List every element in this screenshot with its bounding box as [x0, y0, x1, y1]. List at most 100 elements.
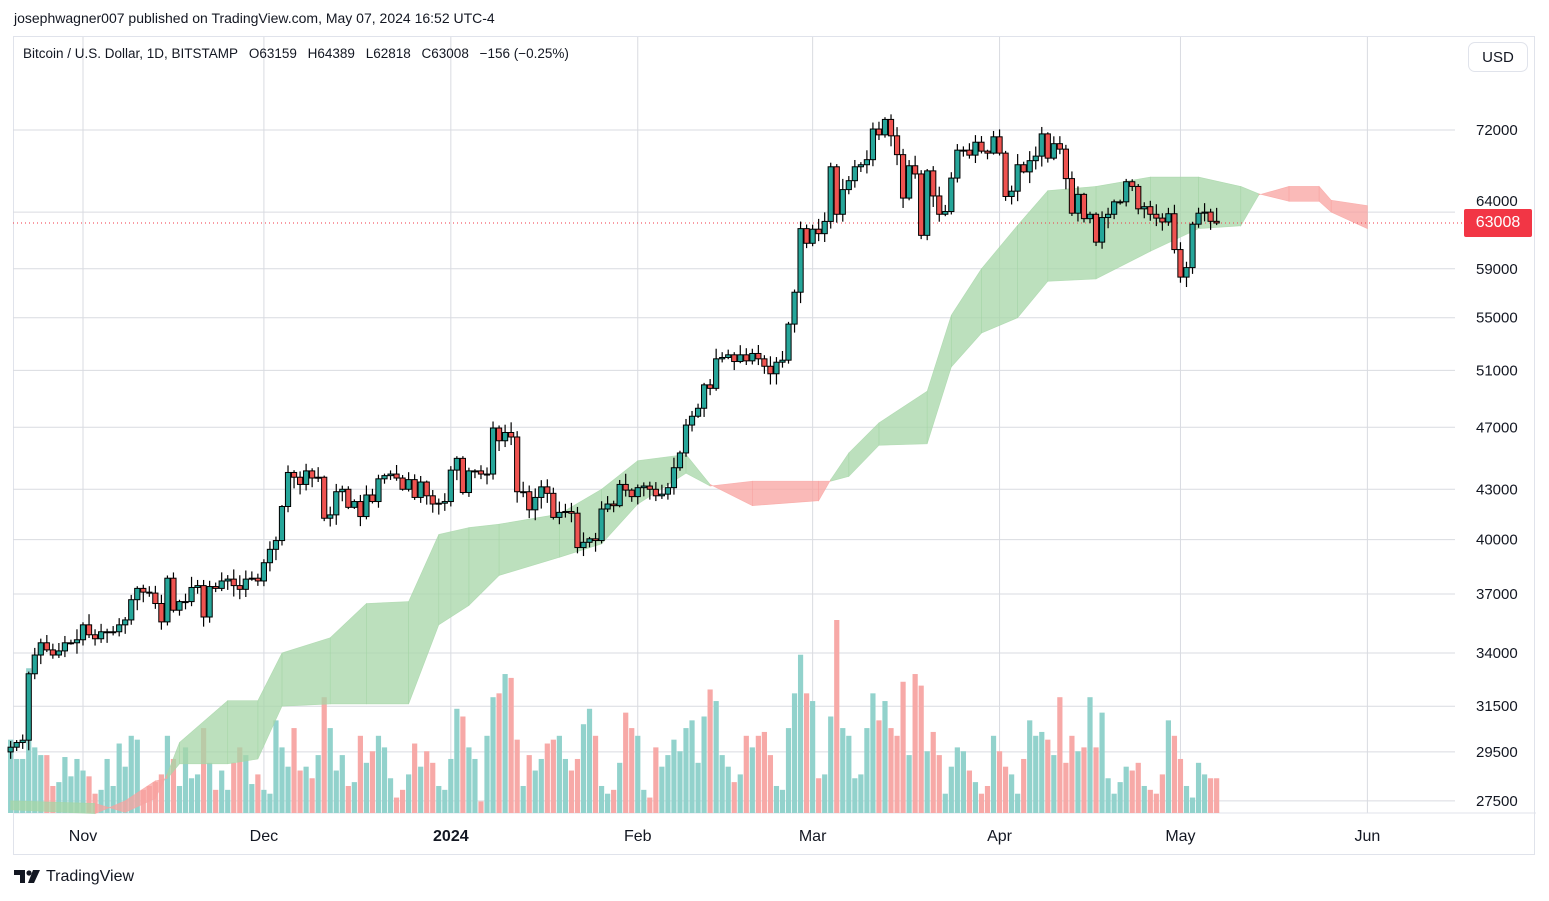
candle-up [333, 491, 340, 516]
volume-bar [1057, 697, 1063, 813]
candle-up [640, 485, 647, 489]
candle-up [224, 578, 231, 582]
open-value: O63159 [248, 46, 297, 61]
volume-bar [755, 735, 761, 813]
volume-bar [194, 774, 201, 813]
volume-bar [888, 728, 894, 813]
candle-up [1195, 212, 1202, 225]
volume-bar [345, 785, 351, 813]
volume-bar [80, 770, 86, 813]
candle-up [1086, 213, 1094, 220]
candle-down [707, 384, 714, 389]
symbol-legend: Bitcoin / U.S. Dollar, 1D, BITSTAMP O631… [23, 46, 576, 61]
candle-down [514, 436, 521, 493]
candle-up [869, 128, 877, 161]
candle-down [1002, 152, 1009, 197]
candle-up [827, 166, 834, 222]
candle-down [1068, 178, 1076, 214]
volume-bar [1195, 762, 1202, 813]
candle-up [688, 415, 696, 426]
candle-up [351, 501, 358, 508]
volume-bar [810, 701, 816, 813]
volume-bar [243, 755, 249, 813]
time-axis[interactable]: Nov Dec 2024 Feb Mar Apr May Jun [69, 828, 1381, 845]
volume-bar [315, 755, 321, 813]
volume-bar [737, 774, 743, 813]
currency-button[interactable]: USD [1468, 42, 1528, 72]
candle-down [1044, 133, 1051, 159]
candle-down [399, 477, 406, 490]
candle-up [616, 483, 623, 507]
volume-bar [864, 728, 870, 813]
candle-up [924, 170, 931, 236]
candle-down [393, 473, 400, 479]
last-price-label: 63008 [1464, 209, 1532, 237]
volume-bar [725, 766, 731, 813]
volume-bar [514, 739, 520, 813]
volume-bar [1093, 747, 1099, 813]
volume-bar [1183, 785, 1190, 813]
volume-bar [623, 712, 629, 813]
price-tick-label: 37000 [1476, 586, 1518, 603]
volume-bar [170, 758, 177, 813]
volume-bar [1027, 720, 1033, 813]
candle-up [1098, 217, 1106, 243]
candle-up [586, 538, 593, 543]
candle-up [1165, 213, 1172, 223]
volume-bar [773, 785, 780, 813]
candle-up [272, 540, 280, 550]
candle-down [43, 642, 50, 651]
candle-up [79, 624, 87, 641]
symbol-name[interactable]: Bitcoin / U.S. Dollar, 1D, BITSTAMP [23, 46, 239, 61]
candle-down [833, 166, 840, 215]
candle-down [254, 577, 261, 582]
candle-up [562, 511, 569, 514]
price-tick-label: 55000 [1476, 310, 1518, 327]
candle-up [206, 586, 213, 618]
volume-bar [207, 762, 213, 813]
volume-bar [791, 693, 798, 813]
volume-bar [412, 743, 418, 813]
cloud-segment-bullish [179, 700, 229, 765]
cloud-segment-bullish [830, 451, 850, 482]
candle-up [303, 470, 310, 485]
volume-bar [797, 654, 804, 813]
price-axis[interactable]: 72000 64000 59000 55000 51000 47000 43000 40000… [1476, 122, 1518, 810]
volume-bar [779, 789, 786, 813]
candle-down [803, 228, 810, 244]
footer-brand: TradingView [46, 868, 135, 885]
cloud-segment-bullish [878, 390, 928, 446]
volume-bar [629, 728, 635, 813]
candle-up [19, 739, 26, 744]
candle-up [218, 580, 225, 589]
volume-bar [122, 766, 128, 813]
tradingview-logo[interactable]: TradingView [14, 868, 134, 886]
volume-bar [1002, 766, 1009, 813]
candle-up [1008, 190, 1015, 197]
volume-bar [442, 789, 448, 813]
candle-down [158, 603, 165, 623]
price-tick-label: 47000 [1476, 419, 1518, 436]
candle-down [85, 624, 93, 636]
volume-bar [20, 758, 26, 813]
volume-bar [1153, 793, 1159, 813]
volume-bar [158, 774, 164, 813]
candle-up [863, 159, 870, 166]
candle-up [375, 478, 382, 503]
candle-up [37, 642, 44, 656]
grid [13, 37, 1536, 814]
volume-bar [858, 774, 864, 813]
cloud-segment-bearish [1318, 185, 1332, 213]
volume-bar [44, 755, 50, 813]
volume-bar [1021, 758, 1027, 813]
candle-up [598, 508, 605, 542]
volume-bar [834, 620, 840, 813]
volume-bar [490, 697, 496, 813]
volume-bar [496, 693, 502, 813]
volume-bar [213, 789, 219, 813]
candle-down [966, 149, 973, 156]
volume-bar [924, 751, 930, 813]
candle-up [417, 481, 424, 498]
cloud-segment-bearish [818, 478, 832, 502]
